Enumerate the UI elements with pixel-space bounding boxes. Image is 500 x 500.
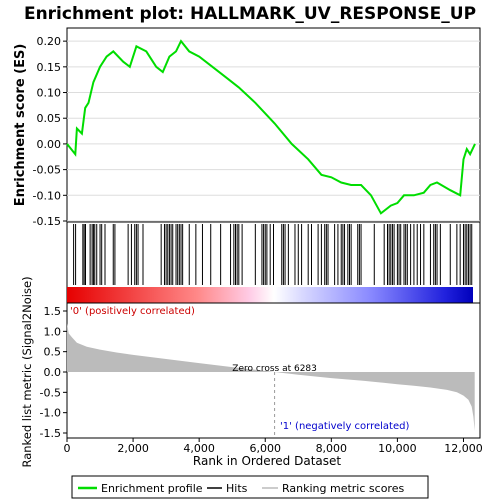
es-y-ticks: 0.20 0.15 0.10 0.05 0.00 -0.05 -0.10 -0.15 (33, 35, 67, 228)
es-y-tick-label: -0.15 (33, 215, 61, 228)
es-y-tick-label: -0.05 (33, 164, 61, 177)
metric-y-tick-label: 1.0 (44, 325, 62, 338)
hit-lines (73, 224, 473, 285)
chart-title: Enrichment plot: HALLMARK_UV_RESPONSE_UP (24, 4, 476, 24)
positive-correlation-label: '0' (positively correlated) (70, 306, 195, 317)
es-panel: 0.20 0.15 0.10 0.05 0.00 -0.05 -0.10 -0.15 Enri… (13, 27, 481, 228)
x-tick-label: 10,000 (378, 442, 417, 455)
legend: Enrichment profile Hits Ranking metric s… (71, 475, 429, 499)
es-y-tick-label: 0.15 (37, 61, 62, 74)
es-y-tick-label: 0.10 (37, 87, 62, 100)
x-tick-label: 2,000 (117, 442, 149, 455)
x-tick-label: 12,000 (444, 442, 483, 455)
metric-y-axis-label: Ranked list metric (Signal2Noise) (20, 276, 34, 467)
es-y-tick-label: 0.20 (37, 35, 62, 48)
legend-metric-label: Ranking metric scores (282, 482, 404, 495)
hits-panel (66, 221, 481, 304)
metric-y-tick-label: 0.5 (44, 346, 62, 359)
metric-y-ticks: 1.5 1.0 0.5 0.0 -0.5 -1.0 -1.5 (40, 305, 67, 440)
metric-x-ticks: 0 2,000 4,000 6,000 8,000 10,000 12,000 (64, 438, 483, 455)
negative-correlation-label: '1' (negatively correlated) (280, 421, 409, 432)
legend-hits-label: Hits (226, 482, 248, 495)
x-axis-label: Rank in Ordered Dataset (193, 454, 341, 468)
metric-y-tick-label: -1.5 (40, 427, 61, 440)
ranking-metric-area (67, 323, 475, 431)
metric-y-tick-label: 0.0 (44, 366, 62, 379)
zero-cross-label: Zero cross at 6283 (232, 364, 317, 374)
metric-y-tick-label: 1.5 (44, 305, 62, 318)
x-tick-label: 0 (64, 442, 71, 455)
enrichment-profile-line (66, 39, 476, 215)
es-grid (67, 40, 480, 222)
legend-enrichment-label: Enrichment profile (101, 482, 203, 495)
x-tick-label: 8,000 (316, 442, 348, 455)
x-tick-label: 4,000 (183, 442, 215, 455)
metric-panel: 1.5 1.0 0.5 0.0 -0.5 -1.0 -1.5 0 2,000 4,000 6,00… (20, 276, 483, 468)
metric-y-tick-label: -0.5 (40, 386, 61, 399)
es-plot-frame (66, 27, 481, 223)
es-y-axis-label: Enrichment score (ES) (13, 44, 28, 207)
es-y-tick-label: -0.10 (33, 189, 61, 202)
legend-box (71, 475, 429, 499)
x-tick-label: 6,000 (249, 442, 281, 455)
es-y-tick-label: 0.05 (37, 112, 62, 125)
metric-y-tick-label: -1.0 (40, 407, 61, 420)
es-y-tick-label: 0.00 (37, 138, 62, 151)
rank-color-bar (67, 287, 473, 303)
